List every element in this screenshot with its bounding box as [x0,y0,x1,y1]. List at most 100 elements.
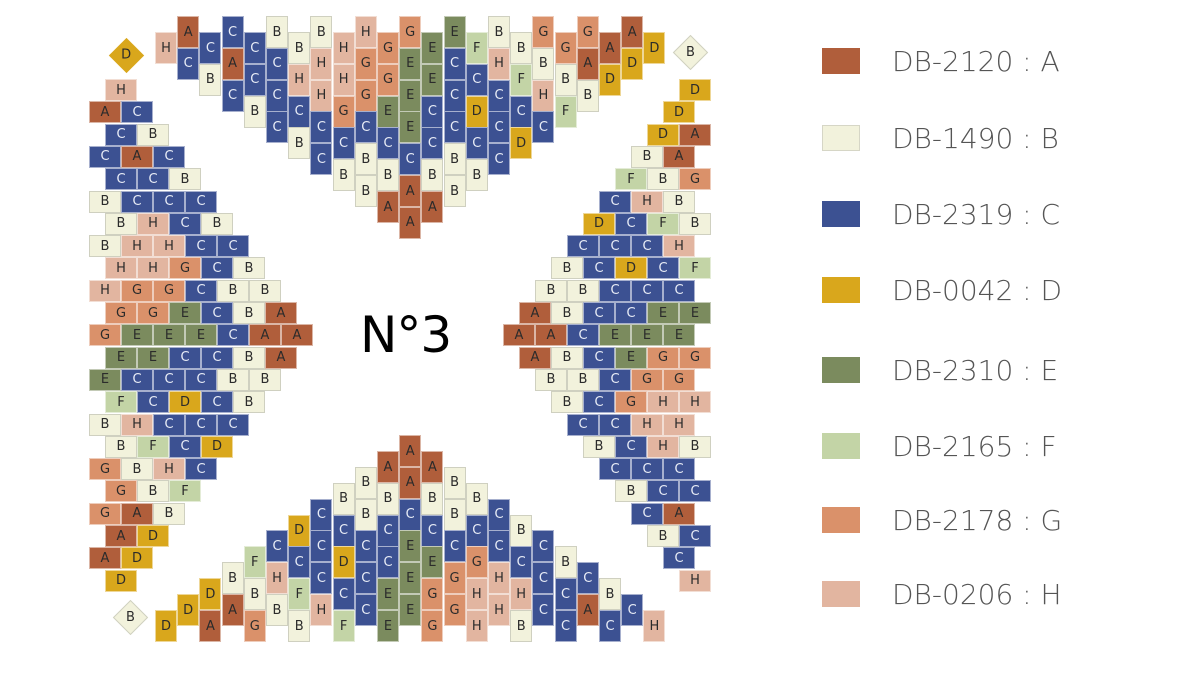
bead-D: D [679,79,711,101]
bead-H: H [647,435,679,458]
bead-C: C [354,594,377,626]
bead-G: G [615,391,647,414]
bead-B: B [354,466,377,499]
bead-B: B [105,212,137,235]
bead-E: E [399,594,422,626]
legend-label: DB-2178 : G [892,503,1063,537]
bead-G: G [121,279,153,302]
bead-C: C [169,346,201,369]
bead-C: C [217,413,249,436]
bead-H: H [121,413,153,436]
bead-G: G [243,610,266,642]
bead-B: B [465,159,488,192]
bead-B: B [510,514,533,547]
bead-B: B [233,346,265,369]
bead-H: H [137,257,169,280]
bead-G: G [679,346,711,369]
bead-C: C [421,127,444,160]
bead-B: B [567,279,599,302]
bead-A: A [421,451,444,483]
bead-B: B [266,594,288,626]
bead-G: G [443,594,466,626]
bead-B: B [288,127,311,160]
bead-E: E [185,324,217,347]
bead-H: H [465,610,488,642]
bead-G: G [169,257,201,280]
bead-A: A [576,47,599,80]
bead-H: H [310,594,333,626]
bead-C: C [631,235,663,258]
bead-C: C [221,16,244,48]
bead-H: H [332,32,355,64]
bead-G: G [679,168,711,191]
bead-C: C [599,190,631,213]
bead-C: C [465,63,488,96]
bead-B: B [377,482,399,515]
bead-C: C [488,143,510,176]
bead-D: D [201,435,233,458]
bead-C: C [217,235,249,258]
bead-C: C [185,190,217,213]
bead-H: H [153,458,185,481]
bead-B: B [266,16,288,48]
bead-E: E [377,95,399,128]
bead-B: B [567,368,599,391]
bead-C: C [137,391,169,414]
bead-A: A [281,324,313,347]
bead-C: C [421,95,444,128]
bead-B: B [443,175,466,207]
bead-B: B [615,480,647,503]
bead-A: A [399,435,422,467]
bead-A: A [105,525,137,547]
bead-C: C [532,111,555,144]
bead-B: B [243,578,266,611]
bead-C: C [169,212,201,235]
bead-H: H [488,562,510,595]
bead-F: F [647,212,679,235]
bead-G: G [399,16,422,48]
bead-C: C [647,257,679,280]
bead-A: A [121,145,153,168]
bead-F: F [554,95,577,128]
bead-B: B [421,482,444,515]
legend-label: DB-2319 : C [892,197,1061,231]
bead-B: B [137,123,169,146]
legend-label: DB-2310 : E [892,353,1059,387]
bead-F: F [679,257,711,280]
legend-swatch [822,125,860,151]
bead-D: D [121,547,153,570]
bead-A: A [265,346,297,369]
bead-A: A [121,502,153,525]
bead-C: C [510,546,533,579]
bead-C: C [631,502,663,525]
bead-C: C [310,562,333,595]
bead-D: D [583,212,615,235]
bead-C: C [443,47,466,80]
legend-item-G: DB-2178 : G [822,500,1182,540]
bead-B: B [576,79,599,112]
bead-D: D [465,95,488,128]
bead-C: C [266,79,288,112]
bead-E: E [105,346,137,369]
bead-C: C [201,391,233,414]
bead-E: E [615,346,647,369]
bead-H: H [643,610,666,642]
legend-label: DB-1490 : B [892,121,1059,155]
bead-C: C [679,480,711,503]
bead-C: C [121,368,153,391]
bead-C: C [532,562,555,595]
bead-B: B [377,159,399,192]
bead-C: C [532,594,555,626]
bead-C: C [177,47,200,80]
bead-C: C [153,190,185,213]
bead-C: C [354,562,377,595]
bead-G: G [153,279,185,302]
bead-B: B [89,190,121,213]
bead-C: C [615,435,647,458]
bead-F: F [332,610,355,642]
bead-C: C [465,514,488,547]
bead-G: G [465,546,488,579]
bead-G: G [354,79,377,112]
bead-C: C [354,530,377,563]
bead-C: C [663,458,695,481]
